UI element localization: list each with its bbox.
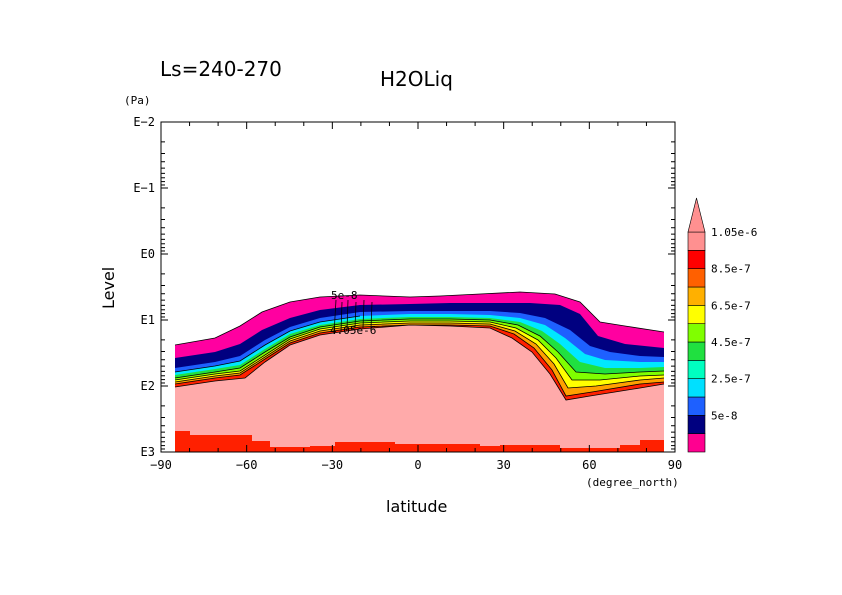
y-tick-label: E−2 xyxy=(133,115,155,129)
season-label: Ls=240-270 xyxy=(160,57,282,81)
colorbar-label: 2.5e-7 xyxy=(711,373,751,386)
contour-label-5e-8: 5e-8 xyxy=(331,289,358,302)
plot-area: 5e-8 4.05e-6 xyxy=(174,289,665,452)
y-tick-label: E2 xyxy=(141,379,155,393)
x-tick-label: 30 xyxy=(496,458,510,472)
surface-region xyxy=(175,325,664,448)
contour-label-4.05e-6: 4.05e-6 xyxy=(330,324,376,337)
y-tick-label: E1 xyxy=(141,313,155,327)
x-tick-label: 90 xyxy=(668,458,682,472)
colorbar-swatch xyxy=(687,286,706,306)
y-tick-label: E3 xyxy=(141,445,155,459)
colorbar-swatch xyxy=(687,268,706,288)
x-axis-label: latitude xyxy=(386,497,447,516)
colorbar-swatch xyxy=(687,396,706,416)
colorbar-label: 5e-8 xyxy=(711,409,738,422)
colorbar-swatch xyxy=(687,378,706,398)
colorbar-swatch xyxy=(687,433,706,453)
x-tick-label: 60 xyxy=(582,458,596,472)
colorbar-label: 8.5e-7 xyxy=(711,263,751,276)
contour-lines xyxy=(174,291,665,401)
chart-title: H2OLiq xyxy=(380,67,453,91)
y-tick-label: E−1 xyxy=(133,181,155,195)
x-units: (degree_north) xyxy=(586,476,679,489)
x-tick-label: 0 xyxy=(414,458,421,472)
colorbar-swatch xyxy=(687,323,706,343)
colorbar-label: 4.5e-7 xyxy=(711,336,751,349)
y-axis: E−2 E−1 E0 E1 E2 E3 xyxy=(133,115,675,459)
x-tick-label: −90 xyxy=(150,458,172,472)
colorbar-swatch xyxy=(687,305,706,324)
x-tick-label: −30 xyxy=(321,458,343,472)
x-axis: −90 −60 −30 0 30 60 90 xyxy=(150,122,682,472)
colorbar-extend-arrow xyxy=(687,197,706,233)
colorbar-swatch xyxy=(687,250,706,269)
colorbar-swatch xyxy=(687,360,706,379)
colorbar-swatch xyxy=(687,231,706,251)
colorbar-swatch xyxy=(687,415,706,434)
x-tick-label: −60 xyxy=(236,458,258,472)
colorbar-label: 1.05e-6 xyxy=(711,226,757,239)
y-axis-label: Level xyxy=(99,267,118,309)
colorbar: 1.05e-6 8.5e-7 6.5e-7 4.5e-7 2.5e-7 5e-8 xyxy=(687,197,757,453)
y-tick-label: E0 xyxy=(141,247,155,261)
colorbar-label: 6.5e-7 xyxy=(711,299,751,312)
colorbar-swatch xyxy=(687,341,706,361)
y-units: (Pa) xyxy=(124,94,151,107)
